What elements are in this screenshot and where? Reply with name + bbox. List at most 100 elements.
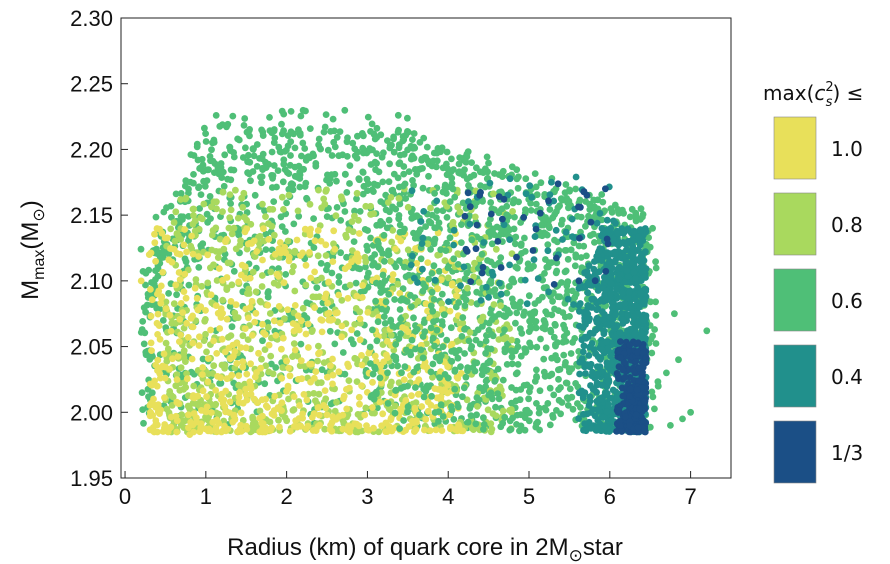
scatter-point <box>207 264 214 272</box>
scatter-point <box>235 428 243 436</box>
scatter-point <box>634 339 642 347</box>
scatter-point <box>384 354 391 361</box>
scatter-point <box>333 398 340 406</box>
scatter-point <box>619 289 626 297</box>
scatter-point <box>200 337 208 344</box>
scatter-point <box>153 250 161 257</box>
scatter-point <box>348 326 355 334</box>
scatter-point <box>193 143 201 151</box>
scatter-point <box>635 365 643 372</box>
scatter-point <box>603 249 611 257</box>
scatter-point <box>558 279 565 286</box>
scatter-point <box>475 278 483 286</box>
scatter-point <box>569 338 576 346</box>
scatter-point <box>154 331 162 338</box>
scatter-point <box>537 179 545 187</box>
scatter-point <box>377 362 384 370</box>
scatter-point <box>497 264 505 271</box>
scatter-point <box>675 356 682 364</box>
scatter-point <box>456 154 464 162</box>
scatter-point <box>338 296 346 304</box>
scatter-point <box>610 217 617 225</box>
scatter-point <box>611 399 619 406</box>
scatter-point <box>356 265 364 273</box>
scatter-point <box>437 401 445 409</box>
scatter-point <box>264 301 272 309</box>
scatter-point <box>440 311 448 319</box>
scatter-point <box>533 400 540 407</box>
scatter-point <box>230 224 238 232</box>
scatter-point <box>243 128 251 136</box>
scatter-point <box>600 413 608 421</box>
scatter-point <box>271 392 279 400</box>
scatter-point <box>239 363 247 371</box>
scatter-point <box>321 387 329 394</box>
scatter-point <box>395 335 403 342</box>
scatter-point <box>439 343 447 351</box>
scatter-point <box>203 210 211 218</box>
scatter-point <box>402 346 410 354</box>
scatter-point <box>213 198 220 206</box>
scatter-point <box>524 260 532 268</box>
scatter-point <box>527 325 535 333</box>
scatter-point <box>512 263 520 271</box>
scatter-point <box>264 324 272 331</box>
scatter-point <box>322 290 330 298</box>
scatter-point <box>327 362 334 370</box>
scatter-point <box>454 354 462 362</box>
scatter-point <box>447 324 455 332</box>
scatter-point <box>378 422 385 430</box>
scatter-point <box>542 256 549 263</box>
scatter-point <box>467 412 475 420</box>
scatter-point <box>387 257 395 265</box>
scatter-point <box>277 213 285 221</box>
scatter-point <box>555 386 562 393</box>
scatter-point <box>497 302 504 309</box>
scatter-point <box>244 336 252 343</box>
scatter-point <box>420 319 428 326</box>
scatter-point <box>153 305 161 312</box>
scatter-point <box>628 205 636 213</box>
scatter-point <box>599 198 607 206</box>
scatter-point <box>265 220 272 228</box>
scatter-point <box>585 212 592 220</box>
scatter-point <box>412 345 419 353</box>
scatter-point <box>641 296 649 304</box>
scatter-point <box>162 305 170 313</box>
scatter-point <box>204 251 212 259</box>
scatter-point <box>290 423 298 430</box>
scatter-point <box>630 227 638 235</box>
scatter-point <box>149 353 156 360</box>
scatter-point <box>585 352 593 359</box>
scatter-point <box>316 349 323 356</box>
scatter-point <box>335 368 343 376</box>
scatter-point <box>315 411 323 419</box>
scatter-point <box>322 252 330 259</box>
scatter-point <box>152 213 160 221</box>
scatter-point <box>404 403 412 410</box>
scatter-point <box>465 337 473 345</box>
scatter-point <box>182 384 190 391</box>
scatter-point <box>171 237 179 245</box>
scatter-point <box>276 319 284 327</box>
scatter-point <box>621 374 629 381</box>
scatter-point <box>285 185 293 193</box>
scatter-point <box>626 393 633 400</box>
scatter-point <box>587 424 595 432</box>
scatter-point <box>162 298 170 306</box>
scatter-point <box>310 215 317 223</box>
scatter-point <box>251 191 259 199</box>
scatter-point <box>207 326 215 334</box>
scatter-point <box>602 296 610 304</box>
scatter-point <box>621 278 629 286</box>
scatter-point <box>307 274 315 282</box>
scatter-point <box>405 271 413 279</box>
scatter-point <box>360 132 367 140</box>
scatter-point <box>369 404 376 411</box>
scatter-point <box>410 368 418 376</box>
scatter-point <box>671 310 678 318</box>
scatter-point <box>420 385 428 393</box>
scatter-point <box>438 318 446 325</box>
scatter-point <box>652 264 660 272</box>
scatter-point <box>483 153 491 161</box>
